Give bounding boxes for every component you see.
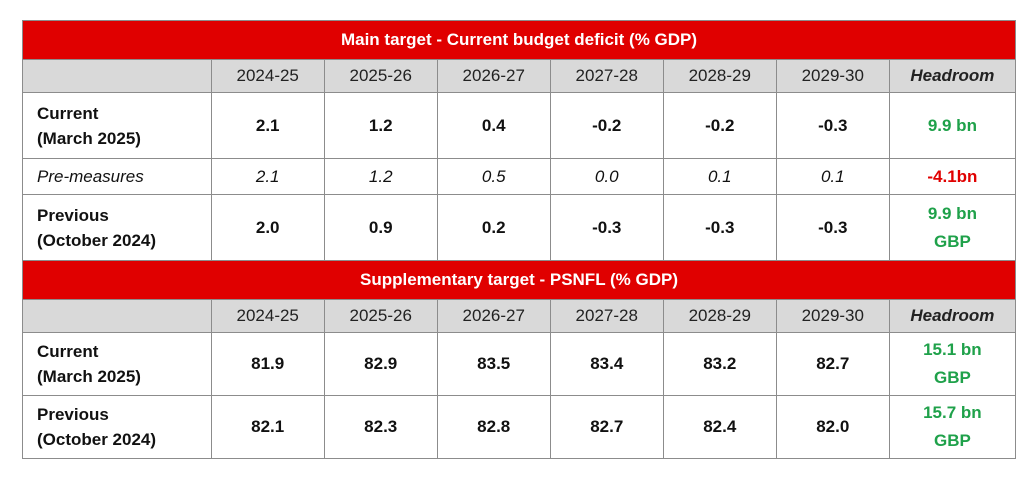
- table-cell: -0.3: [775, 92, 890, 159]
- table-cell: 83.4: [549, 332, 664, 396]
- table-cell: 83.5: [436, 332, 551, 396]
- row-label-line: Previous: [37, 405, 109, 424]
- table-cell: 81.9: [210, 332, 325, 396]
- supplementary-target-title: Supplementary target - PSNFL (% GDP): [22, 260, 1016, 300]
- column-header: 2024-25: [210, 299, 325, 333]
- headroom-column-header: Headroom: [888, 299, 1017, 333]
- column-header: 2027-28: [549, 299, 664, 333]
- table-cell: -0.2: [662, 92, 777, 159]
- headroom-line: 9.9 bn: [927, 203, 977, 223]
- row-label-line: Current: [37, 103, 99, 123]
- table-cell: 82.7: [775, 332, 890, 396]
- table-row: Previous (October 2024) 2.0 0.9 0.2 -0.3…: [22, 194, 1017, 261]
- table-row: Pre-measures 2.1 1.2 0.5 0.0 0.1 0.1 -4.…: [22, 158, 1017, 195]
- headroom-line: 9.9 bn: [927, 115, 977, 135]
- table-cell: 0.0: [549, 158, 664, 195]
- header-blank-cell: [22, 59, 212, 93]
- headroom-line: 15.7 bn: [923, 403, 982, 422]
- column-header: 2029-30: [775, 59, 890, 93]
- table-row: Current (March 2025) 2.1 1.2 0.4 -0.2 -0…: [22, 92, 1017, 159]
- table-cell: 2.0: [210, 194, 325, 261]
- table-cell: 0.5: [436, 158, 551, 195]
- table-cell: 0.9: [323, 194, 438, 261]
- table-row: Previous (October 2024) 82.1 82.3 82.8 8…: [22, 395, 1017, 459]
- table-cell: -0.3: [662, 194, 777, 261]
- column-header: 2027-28: [549, 59, 664, 93]
- row-label: Current (March 2025): [22, 92, 212, 159]
- table-cell: 1.2: [323, 158, 438, 195]
- headroom-line: 15.1 bn: [923, 340, 982, 359]
- table-cell: 0.1: [775, 158, 890, 195]
- main-target-column-header-row: 2024-25 2025-26 2026-27 2027-28 2028-29 …: [22, 59, 1017, 93]
- table-cell: 2.1: [210, 92, 325, 159]
- row-label: Current (March 2025): [22, 332, 212, 396]
- table-cell: 82.3: [323, 395, 438, 459]
- table-cell: 82.9: [323, 332, 438, 396]
- row-label: Previous (October 2024): [22, 194, 212, 261]
- main-target-title: Main target - Current budget deficit (% …: [22, 20, 1016, 60]
- row-label-line: Pre-measures: [37, 167, 144, 186]
- headroom-cell: 9.9 bn: [888, 92, 1017, 159]
- row-label-line: Current: [37, 342, 99, 361]
- table-cell: 0.1: [662, 158, 777, 195]
- table-cell: 0.4: [436, 92, 551, 159]
- headroom-line: GBP: [933, 368, 971, 387]
- table-cell: 82.7: [549, 395, 664, 459]
- headroom-line: GBP: [933, 231, 971, 251]
- table-cell: 1.2: [323, 92, 438, 159]
- row-label: Previous (October 2024): [22, 395, 212, 459]
- table-cell: -0.3: [549, 194, 664, 261]
- row-label-line: (October 2024): [37, 430, 157, 449]
- row-label-line: (March 2025): [37, 367, 141, 386]
- row-label-line: Previous: [37, 205, 109, 225]
- row-label-line: (March 2025): [37, 128, 141, 148]
- column-header: 2029-30: [775, 299, 890, 333]
- supplementary-target-column-header-row: 2024-25 2025-26 2026-27 2027-28 2028-29 …: [22, 299, 1017, 333]
- headroom-cell: 15.7 bn GBP: [888, 395, 1017, 459]
- table-cell: 82.8: [436, 395, 551, 459]
- row-label: Pre-measures: [22, 158, 212, 195]
- column-header: 2028-29: [662, 299, 777, 333]
- headroom-column-header: Headroom: [888, 59, 1017, 93]
- table-cell: 82.0: [775, 395, 890, 459]
- table-cell: 83.2: [662, 332, 777, 396]
- row-label-line: (October 2024): [37, 230, 157, 250]
- table-row: Current (March 2025) 81.9 82.9 83.5 83.4…: [22, 332, 1017, 396]
- column-header: 2026-27: [436, 299, 551, 333]
- column-header: 2028-29: [662, 59, 777, 93]
- fiscal-targets-table: Main target - Current budget deficit (% …: [22, 20, 1017, 459]
- column-header: 2025-26: [323, 299, 438, 333]
- headroom-line: GBP: [933, 431, 971, 450]
- headroom-cell: 15.1 bn GBP: [888, 332, 1017, 396]
- table-cell: -0.3: [775, 194, 890, 261]
- headroom-cell: 9.9 bn GBP: [888, 194, 1017, 261]
- table-cell: 2.1: [210, 158, 325, 195]
- table-cell: 0.2: [436, 194, 551, 261]
- headroom-cell: -4.1bn: [888, 158, 1017, 195]
- column-header: 2024-25: [210, 59, 325, 93]
- table-cell: -0.2: [549, 92, 664, 159]
- table-cell: 82.1: [210, 395, 325, 459]
- column-header: 2026-27: [436, 59, 551, 93]
- header-blank-cell: [22, 299, 212, 333]
- table-cell: 82.4: [662, 395, 777, 459]
- headroom-line: -4.1bn: [927, 166, 978, 186]
- column-header: 2025-26: [323, 59, 438, 93]
